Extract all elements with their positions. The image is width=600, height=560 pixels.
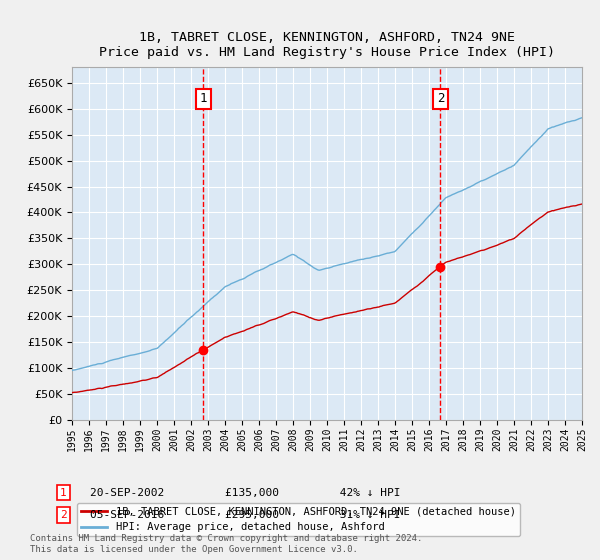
Text: 2: 2 bbox=[437, 92, 444, 105]
Legend: 1B, TABRET CLOSE, KENNINGTON, ASHFORD, TN24 9NE (detached house), HPI: Average p: 1B, TABRET CLOSE, KENNINGTON, ASHFORD, T… bbox=[77, 503, 520, 536]
Text: 20-SEP-2002         £135,000         42% ↓ HPI: 20-SEP-2002 £135,000 42% ↓ HPI bbox=[90, 488, 401, 498]
Text: 1: 1 bbox=[199, 92, 207, 105]
Text: 1: 1 bbox=[60, 488, 67, 498]
Text: Contains HM Land Registry data © Crown copyright and database right 2024.
This d: Contains HM Land Registry data © Crown c… bbox=[30, 534, 422, 554]
Title: 1B, TABRET CLOSE, KENNINGTON, ASHFORD, TN24 9NE
Price paid vs. HM Land Registry': 1B, TABRET CLOSE, KENNINGTON, ASHFORD, T… bbox=[99, 31, 555, 59]
Text: 05-SEP-2016         £295,000         31% ↓ HPI: 05-SEP-2016 £295,000 31% ↓ HPI bbox=[90, 510, 401, 520]
Text: 2: 2 bbox=[60, 510, 67, 520]
